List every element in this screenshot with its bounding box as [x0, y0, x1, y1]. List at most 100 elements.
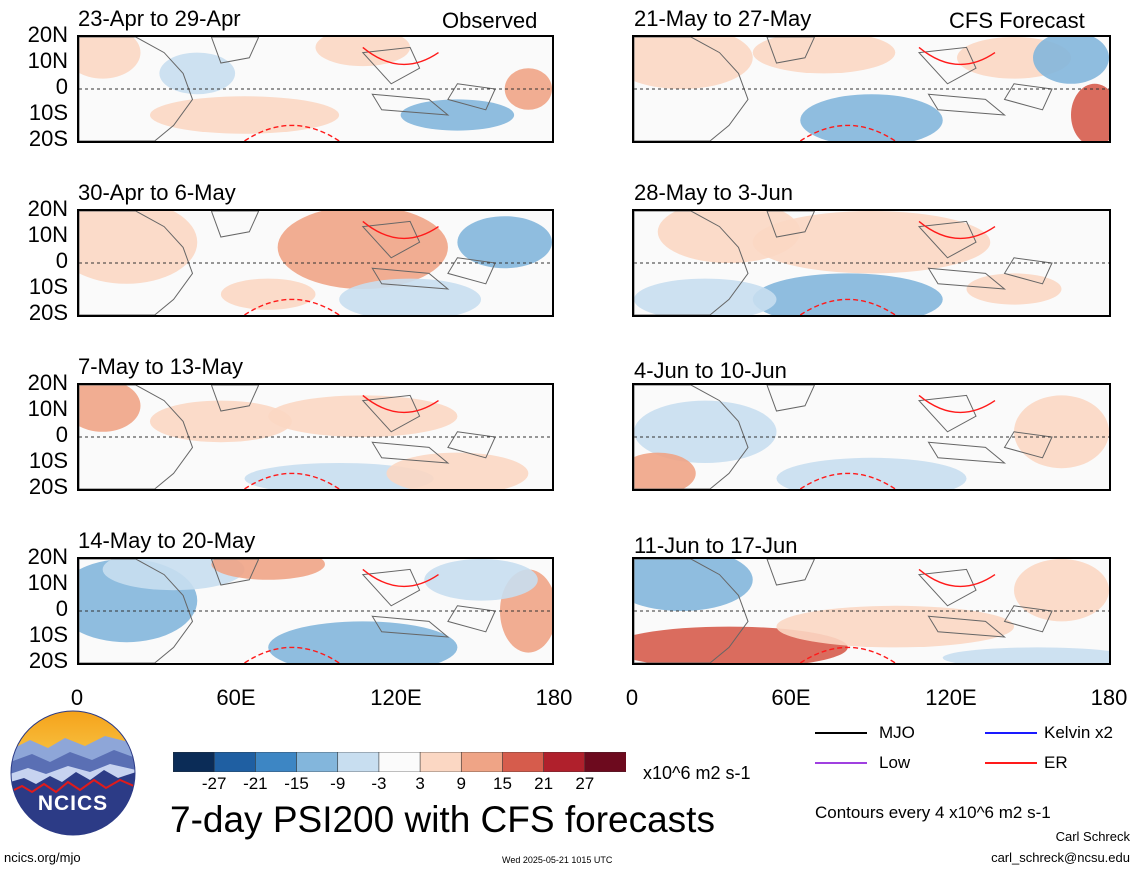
colorbar-swatch [543, 751, 586, 773]
lat-label: 10N [27, 570, 68, 595]
coastline [210, 37, 260, 64]
panel-title: 4-Jun to 10-Jun [634, 358, 787, 383]
lat-label: 20S [28, 648, 68, 673]
colorbar-swatch [460, 751, 504, 773]
anomaly-shading [79, 211, 198, 284]
forecast-tag: CFS Forecast [949, 8, 1085, 33]
lon-label: 180 [1090, 685, 1128, 710]
anomaly-shading [149, 400, 292, 443]
anomaly-shading [634, 559, 753, 611]
lat-label: 20S [28, 474, 68, 499]
coastline [917, 220, 977, 259]
coastline [447, 257, 496, 285]
author: Carl Schreck [1055, 829, 1130, 844]
lat-label: 10S [28, 274, 68, 299]
lon-label: 60E [771, 685, 811, 710]
lat-label: 0 [55, 248, 68, 273]
lon-label: 0 [70, 685, 84, 710]
anomaly-shading [1014, 559, 1109, 622]
anomaly-shading [211, 559, 325, 580]
coastline [1003, 257, 1053, 285]
main-title: 7-day PSI200 with CFS forecasts [170, 799, 715, 840]
colorbar [172, 751, 627, 773]
lat-label: 20N [27, 544, 68, 569]
coastline [447, 431, 496, 459]
anomaly-shading [1033, 37, 1109, 84]
colorbar-swatch [378, 751, 421, 773]
coastline [371, 267, 450, 290]
er-contour [362, 46, 439, 65]
anomaly-shading [277, 211, 448, 289]
anomaly-shading [244, 463, 434, 489]
coastline [927, 267, 1007, 290]
coastline [766, 37, 816, 64]
lat-label: 20N [27, 370, 68, 395]
colorbar-label: -27 [201, 774, 227, 793]
colorbar-swatch [296, 751, 339, 773]
panel-title: 30-Apr to 6-May [78, 180, 236, 205]
coastline [1003, 431, 1053, 459]
coastline [79, 385, 194, 489]
coastline [917, 46, 977, 85]
anomaly-shading [504, 68, 552, 110]
lat-label: 10N [27, 396, 68, 421]
colorbar-swatch [502, 751, 545, 773]
anomaly-shading [424, 559, 538, 601]
coastline [79, 211, 194, 315]
legend-line [815, 762, 867, 764]
observed-tag: Observed [442, 8, 538, 33]
er-contour [244, 298, 340, 315]
panel-title: 14-May to 20-May [78, 528, 256, 553]
colorbar-swatch [584, 751, 627, 773]
anomaly-shading [102, 559, 245, 591]
coastline [79, 37, 194, 141]
legend-kelvin: Kelvin x2 [985, 723, 1135, 743]
legend-label: Kelvin x2 [1044, 723, 1113, 742]
coastline [766, 559, 816, 586]
anomaly-shading [752, 211, 991, 274]
colorbar-label: -15 [284, 774, 309, 793]
legend-label: Low [879, 753, 911, 772]
coastline [447, 605, 496, 633]
er-contour [918, 220, 996, 239]
legend-line [985, 762, 1037, 764]
coastline [917, 568, 977, 607]
coastline [634, 211, 749, 315]
colorbar-label: 21 [534, 774, 554, 793]
er-contour [799, 124, 896, 141]
map-panel-3 [77, 209, 554, 317]
lat-label: 10N [27, 222, 68, 247]
anomaly-shading [634, 452, 696, 489]
map-panel-7 [77, 557, 554, 665]
er-contour [918, 568, 996, 587]
colorbar-swatch [337, 751, 380, 773]
map-panel-5 [77, 383, 554, 491]
colorbar-swatch [255, 751, 298, 773]
er-contour [362, 394, 439, 413]
colorbar-label: -3 [371, 774, 387, 793]
lat-label: 10S [28, 448, 68, 473]
lat-label: 10S [28, 622, 68, 647]
legend-er: ER [985, 753, 1135, 773]
anomaly-shading [457, 216, 552, 269]
coastline [210, 385, 260, 412]
er-contour [244, 472, 340, 489]
colorbar-swatch [419, 751, 463, 773]
lat-label: 20N [27, 196, 68, 221]
anomaly-shading [315, 37, 411, 67]
anomaly-shading [79, 385, 141, 432]
ncics-logo: NCICS [10, 710, 136, 836]
anomaly-shading [800, 94, 943, 141]
map-panel-2 [632, 35, 1111, 143]
anomaly-shading [942, 647, 1109, 663]
legend-line [985, 732, 1037, 734]
er-contour [918, 46, 996, 65]
anomaly-shading [1014, 395, 1109, 469]
colorbar-label: 27 [575, 774, 595, 793]
coastline [917, 394, 977, 433]
coastline [210, 211, 260, 238]
panel-title: 7-May to 13-May [78, 354, 244, 379]
coastline [210, 559, 260, 586]
coastline [447, 83, 496, 111]
anomaly-shading [268, 621, 458, 663]
